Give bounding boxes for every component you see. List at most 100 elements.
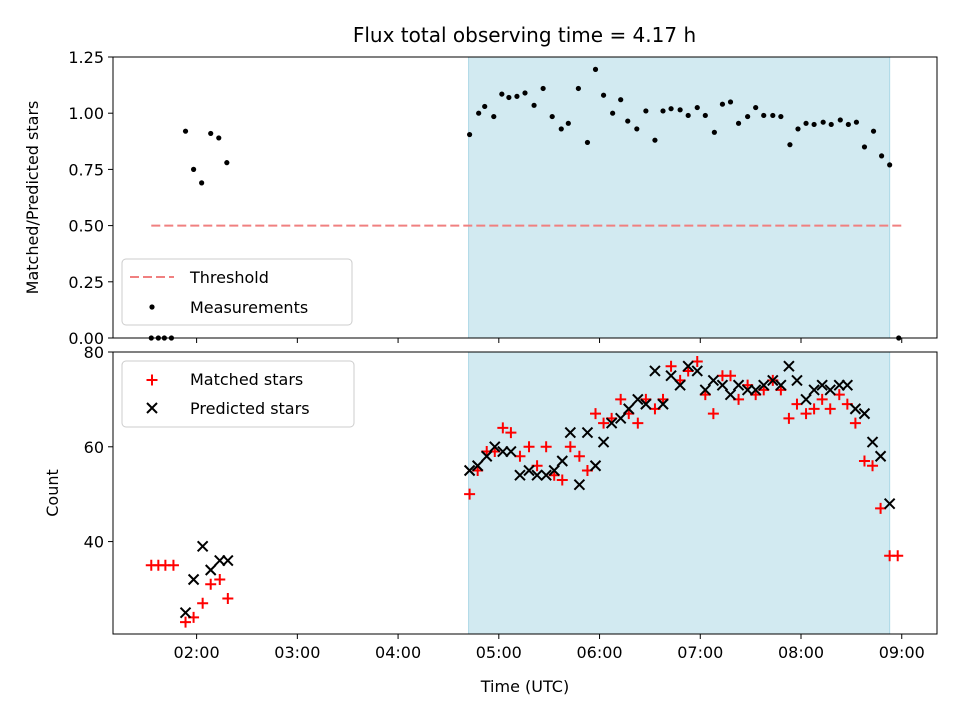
- matched-star-point: [180, 616, 192, 628]
- y-tick-label: 0.00: [68, 329, 104, 348]
- measurement-point: [499, 91, 505, 97]
- predicted-star-point: [597, 436, 610, 448]
- measurement-point: [861, 144, 868, 150]
- legend-matched-label: Matched stars: [190, 370, 303, 389]
- bottom-x-ticks: 02:00 03:00 04:00 05:00 06:00 07:00 08:00 09:00: [174, 634, 925, 662]
- measurement-point: [549, 113, 555, 120]
- predicted-star-point: [707, 374, 720, 387]
- y-tick-label: 40: [84, 533, 104, 552]
- top-y-ticks: 0.00 0.25 0.50 0.75 1.00 1.25: [68, 48, 113, 348]
- matched-star-point: [556, 474, 568, 486]
- matched-star-point: [205, 578, 217, 590]
- y-tick-label: 0.25: [68, 273, 104, 292]
- measurement-point: [878, 153, 885, 159]
- predicted-star-point: [573, 478, 586, 491]
- predicted-star-point: [883, 497, 896, 510]
- predicted-star-point: [674, 379, 686, 391]
- matched-star-point: [523, 441, 535, 453]
- measurement-point: [828, 121, 834, 128]
- predicted-star-point: [623, 403, 635, 415]
- measurement-point: [778, 113, 784, 120]
- matched-star-point: [505, 427, 517, 439]
- predicted-star-points: [179, 360, 896, 619]
- measurement-point: [182, 128, 189, 134]
- predicted-star-point: [800, 393, 812, 406]
- measurement-point: [618, 97, 624, 103]
- measurement-point: [540, 85, 546, 92]
- measurement-point: [592, 66, 599, 72]
- predicted-star-point: [471, 460, 484, 472]
- y-tick-label: 1.00: [68, 104, 104, 123]
- measurement-point: [575, 85, 581, 92]
- matched-star-point: [824, 403, 836, 415]
- measurement-point: [476, 110, 482, 116]
- matched-star-point: [615, 393, 627, 405]
- measurement-point: [745, 113, 751, 120]
- x-tick-label: 04:00: [375, 643, 421, 662]
- legend-matched-swatch: [146, 374, 158, 386]
- matched-star-point: [214, 573, 226, 585]
- y-tick-label: 60: [84, 438, 104, 457]
- measurement-point: [803, 120, 809, 126]
- measurement-point: [610, 110, 616, 116]
- measurement-point: [634, 126, 640, 132]
- measurement-point: [845, 121, 851, 128]
- predicted-star-point: [589, 460, 602, 472]
- measurement-point: [216, 135, 222, 141]
- top-panel: 0.00 0.25 0.50 0.75 1.00 1.25 Matched/Predict…: [23, 48, 938, 348]
- matched-star-point: [833, 389, 845, 401]
- predicted-star-point: [187, 573, 200, 586]
- measurement-point: [837, 117, 843, 123]
- predicted-star-point: [614, 412, 627, 425]
- predicted-star-point: [531, 469, 543, 481]
- matched-star-point: [540, 441, 552, 453]
- predicted-star-point: [640, 398, 652, 410]
- predicted-star-point: [564, 426, 577, 439]
- top-axes-frame: [112, 56, 938, 339]
- matched-star-point: [497, 422, 509, 434]
- predicted-star-point: [724, 388, 737, 401]
- matched-star-point: [791, 398, 803, 410]
- predicted-star-point: [632, 393, 644, 406]
- matched-star-point: [564, 441, 576, 453]
- measurement-point: [199, 180, 205, 186]
- measurement-point: [600, 92, 607, 98]
- predicted-star-point: [505, 445, 517, 458]
- measurement-point: [652, 137, 658, 143]
- predicted-star-point: [866, 436, 879, 448]
- measurement-point: [711, 129, 717, 135]
- measurement-point: [787, 142, 793, 148]
- predicted-star-point: [523, 464, 535, 477]
- measurement-point: [190, 166, 197, 172]
- predicted-star-point: [691, 365, 703, 377]
- matched-star-point: [800, 408, 812, 420]
- x-axis-label: Time (UTC): [480, 677, 569, 696]
- x-tick-label: 06:00: [576, 643, 622, 662]
- chart-title: Flux total observing time = 4.17 h: [353, 23, 696, 47]
- measurement-point: [685, 112, 691, 119]
- measurement-point: [753, 104, 759, 111]
- matched-star-point: [222, 592, 234, 604]
- measurement-point: [727, 99, 734, 105]
- predicted-star-point: [657, 398, 669, 410]
- y-tick-label: 0.50: [68, 217, 104, 236]
- matched-star-point: [464, 488, 476, 500]
- measurement-point: [482, 103, 488, 110]
- shaded-interval: [468, 56, 891, 339]
- matched-star-point: [783, 412, 795, 424]
- predicted-star-point: [775, 379, 787, 391]
- x-tick-label: 07:00: [677, 643, 723, 662]
- measurement-point: [224, 160, 230, 166]
- matched-star-point: [724, 370, 736, 382]
- legend-predicted-label: Predicted stars: [190, 399, 310, 418]
- measurement-point: [558, 126, 564, 132]
- predicted-star-point: [791, 374, 803, 387]
- legend-measurements-swatch: [149, 304, 155, 310]
- top-y-axis-label: Matched/Predicted stars: [23, 101, 42, 295]
- measurement-point: [887, 162, 893, 168]
- predicted-star-point: [514, 469, 526, 481]
- matched-star-point: [707, 408, 719, 420]
- predicted-star-point: [841, 379, 854, 391]
- x-tick-label: 05:00: [476, 643, 522, 662]
- measurement-point: [770, 112, 776, 119]
